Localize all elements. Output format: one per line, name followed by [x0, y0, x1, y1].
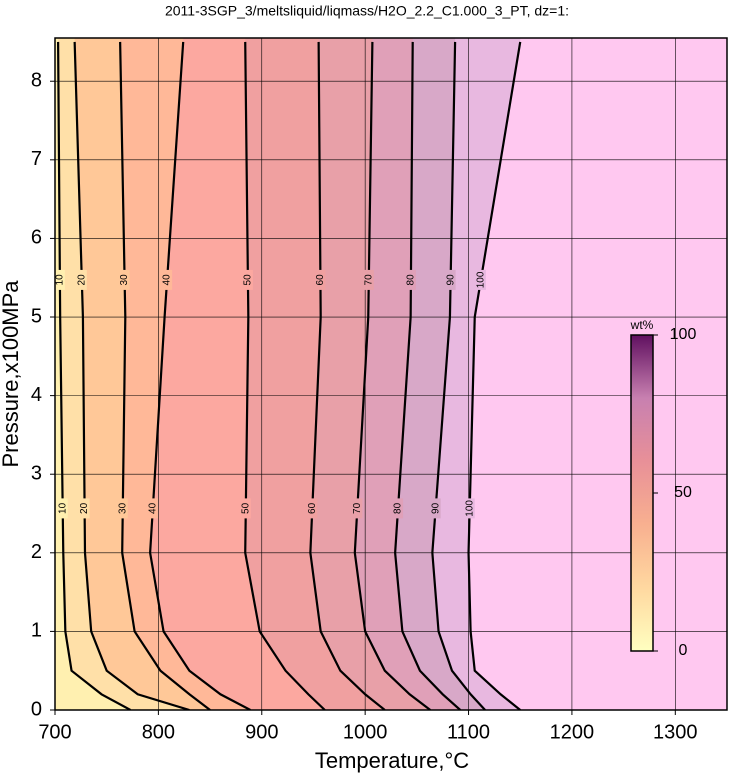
- contour-label-bg: [240, 498, 251, 519]
- y-tick-label: 3: [31, 462, 42, 484]
- contour-label: 70: [363, 274, 374, 286]
- plot-area: 10 10 20 20 30 30 40 40 50 50 60 60 70 70 80 80 90 90 100 1…: [55, 38, 727, 710]
- contour-line: [119, 41, 211, 710]
- y-tick-label: 4: [31, 384, 42, 406]
- contour-band: [55, 38, 211, 710]
- overlay: 700 800 900 1000 1100 1200 1300 0 1 2 3 4 5 6 7 8 wt% 0 50…: [31, 37, 728, 743]
- x-tick-label: 800: [142, 721, 175, 743]
- contour-label: 30: [119, 274, 130, 286]
- contour-label: 20: [76, 274, 87, 286]
- contour-label: 10: [55, 274, 66, 286]
- colorbar-tick-label: 100: [670, 326, 697, 343]
- contour-label-bg: [405, 269, 416, 290]
- contour-label-bg: [307, 498, 318, 519]
- contour-label: 80: [393, 502, 404, 514]
- contour-label-bg: [76, 269, 87, 290]
- contour-label-bg: [393, 498, 404, 519]
- colorbar-tick-label: 50: [674, 484, 692, 501]
- contour-label-bg: [55, 269, 65, 290]
- contour-line: [244, 41, 326, 710]
- x-tick-label: 700: [38, 721, 71, 743]
- contour-label-bg: [162, 269, 173, 290]
- contour-label: 60: [307, 502, 318, 514]
- contour-line: [467, 41, 522, 710]
- colorbar-label: wt%: [630, 318, 654, 332]
- x-tick-label: 900: [245, 721, 278, 743]
- plot-frame: [54, 37, 728, 711]
- contour-label: 40: [147, 502, 158, 514]
- contour-label-bg: [475, 269, 486, 290]
- contour-label: 30: [117, 502, 128, 514]
- y-tick-label: 5: [31, 305, 42, 327]
- contour-line: [57, 41, 131, 710]
- contour-band: [55, 38, 190, 710]
- y-tick-label: 1: [31, 620, 42, 642]
- contour-line: [431, 41, 486, 710]
- contour-label-bg: [79, 498, 90, 519]
- x-tick-label: 1300: [653, 721, 698, 743]
- colorbar-tick-label: 0: [679, 642, 688, 659]
- contour-label-bg: [117, 498, 128, 519]
- x-tick-label: 1200: [550, 721, 595, 743]
- contour-label: 100: [476, 271, 487, 288]
- y-tick-label: 6: [31, 227, 42, 249]
- y-tick-label: 8: [31, 70, 42, 92]
- contour-label-bg: [445, 269, 456, 290]
- contour-label-bg: [363, 269, 374, 290]
- contour-label-bg: [464, 498, 475, 519]
- contour-label: 40: [162, 274, 173, 286]
- x-axis-label: Temperature,°C: [315, 748, 469, 773]
- contour-label-bg: [315, 269, 326, 290]
- y-tick-label: 2: [31, 541, 42, 563]
- contour-line: [394, 41, 462, 710]
- contour-label: 80: [406, 274, 417, 286]
- y-axis-label: Pressure,x100MPa: [0, 280, 23, 468]
- contour-line: [309, 41, 386, 710]
- contour-line: [73, 41, 190, 710]
- contour-label: 90: [445, 274, 456, 286]
- contour-line: [149, 41, 251, 710]
- contour-label-bg: [147, 498, 158, 519]
- x-tick-label: 1100: [447, 721, 490, 743]
- contour-label: 50: [243, 274, 254, 286]
- contour-label: 70: [352, 502, 363, 514]
- contour-line: [353, 41, 431, 710]
- y-tick-label: 7: [31, 148, 42, 170]
- contour-label-bg: [242, 269, 253, 290]
- chart-title: 2011-3SGP_3/meltsliquid/liqmass/H2O_2.2_…: [165, 3, 569, 19]
- contour-label-bg: [119, 269, 130, 290]
- colorbar: [630, 334, 654, 652]
- contour-label: 50: [240, 502, 251, 514]
- contour-label: 10: [57, 502, 68, 514]
- contour-label-bg: [57, 498, 68, 519]
- contour-label: 20: [79, 502, 90, 514]
- contour-label: 100: [464, 500, 475, 517]
- x-tick-label: 1000: [343, 721, 388, 743]
- contour-label-bg: [352, 498, 363, 519]
- y-tick-label: 0: [31, 698, 42, 720]
- contour-label-bg: [430, 498, 441, 519]
- contour-band: [55, 38, 131, 710]
- contour-label: 60: [315, 274, 326, 286]
- contour-label: 90: [430, 502, 441, 514]
